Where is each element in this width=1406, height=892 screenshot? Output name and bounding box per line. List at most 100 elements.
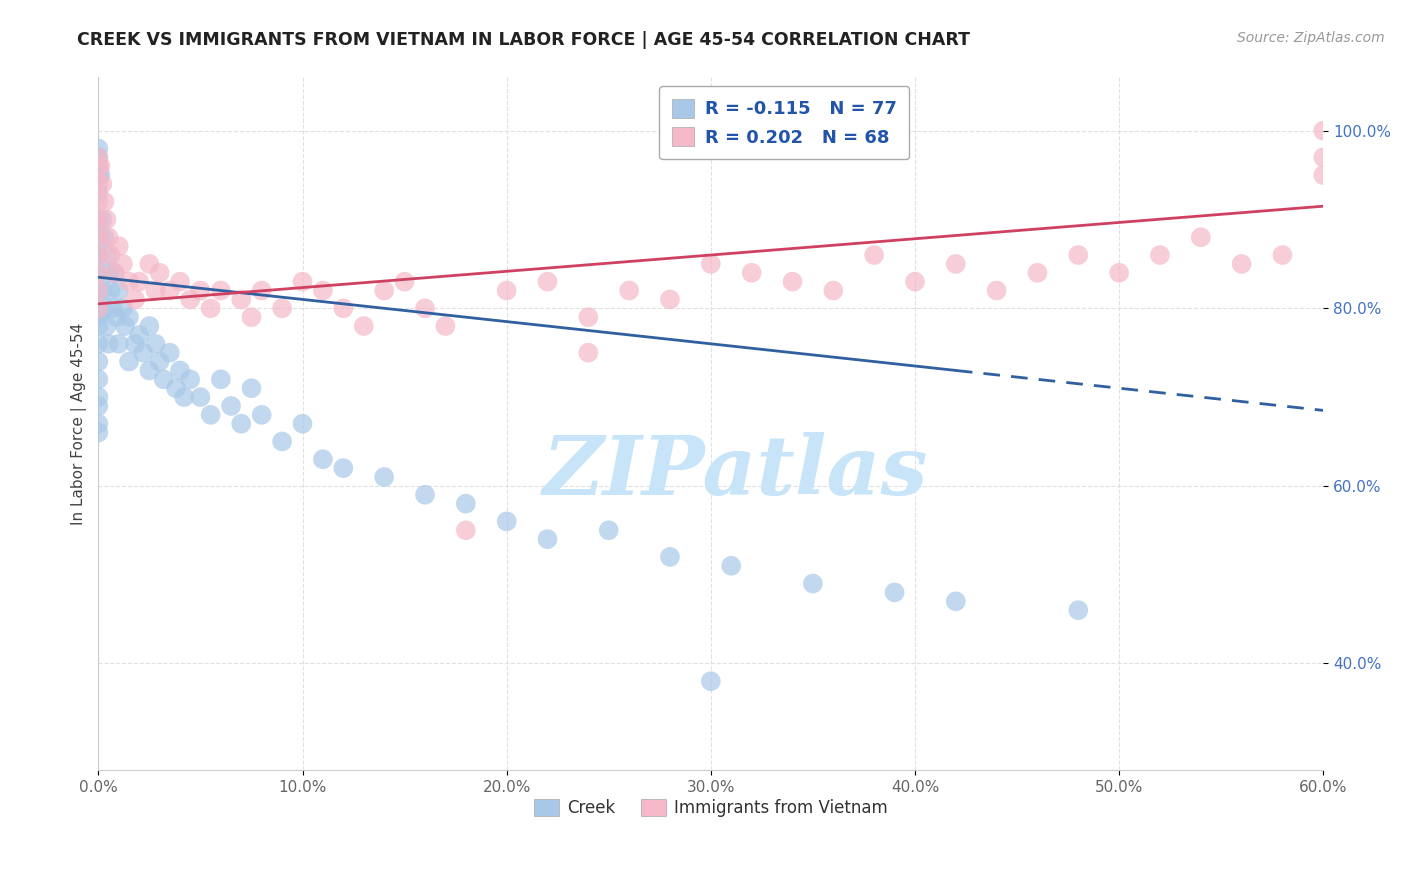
- Point: [495, 284, 517, 298]
- Point: [87, 248, 110, 262]
- Point: [250, 284, 273, 298]
- Point: [89, 159, 111, 173]
- Point: [97, 336, 120, 351]
- Point: [87, 417, 110, 431]
- Point: [312, 452, 335, 467]
- Point: [96, 212, 118, 227]
- Point: [118, 275, 141, 289]
- Point: [107, 284, 129, 298]
- Point: [145, 284, 167, 298]
- Point: [87, 301, 110, 316]
- Point: [231, 417, 253, 431]
- Point: [128, 327, 150, 342]
- Point: [149, 266, 172, 280]
- Point: [1067, 603, 1090, 617]
- Point: [576, 310, 599, 325]
- Point: [986, 284, 1008, 298]
- Point: [200, 301, 222, 316]
- Point: [741, 266, 763, 280]
- Point: [87, 150, 110, 164]
- Point: [107, 336, 129, 351]
- Point: [200, 408, 222, 422]
- Point: [87, 266, 110, 280]
- Point: [209, 372, 232, 386]
- Point: [373, 470, 395, 484]
- Point: [231, 293, 253, 307]
- Point: [169, 363, 191, 377]
- Point: [93, 230, 115, 244]
- Text: Source: ZipAtlas.com: Source: ZipAtlas.com: [1237, 31, 1385, 45]
- Point: [219, 399, 242, 413]
- Point: [373, 284, 395, 298]
- Point: [353, 319, 375, 334]
- Point: [87, 168, 110, 182]
- Point: [93, 301, 115, 316]
- Point: [454, 523, 477, 537]
- Point: [87, 390, 110, 404]
- Point: [87, 177, 110, 191]
- Point: [413, 488, 436, 502]
- Point: [91, 212, 114, 227]
- Point: [105, 310, 128, 325]
- Point: [97, 230, 120, 244]
- Point: [394, 275, 416, 289]
- Point: [1230, 257, 1253, 271]
- Point: [128, 275, 150, 289]
- Point: [87, 230, 110, 244]
- Point: [240, 310, 263, 325]
- Point: [93, 194, 115, 209]
- Point: [291, 275, 314, 289]
- Point: [97, 266, 120, 280]
- Point: [700, 674, 723, 689]
- Point: [536, 532, 558, 546]
- Point: [87, 212, 110, 227]
- Point: [89, 230, 111, 244]
- Point: [87, 399, 110, 413]
- Point: [138, 257, 160, 271]
- Point: [96, 248, 118, 262]
- Point: [165, 381, 187, 395]
- Point: [413, 301, 436, 316]
- Point: [87, 319, 110, 334]
- Point: [107, 239, 129, 253]
- Point: [782, 275, 804, 289]
- Point: [124, 293, 146, 307]
- Point: [617, 284, 640, 298]
- Point: [100, 248, 122, 262]
- Point: [576, 345, 599, 359]
- Point: [104, 266, 127, 280]
- Point: [159, 345, 181, 359]
- Point: [87, 301, 110, 316]
- Point: [149, 354, 172, 368]
- Point: [87, 150, 110, 164]
- Point: [1149, 248, 1171, 262]
- Point: [87, 230, 110, 244]
- Point: [169, 275, 191, 289]
- Point: [720, 558, 742, 573]
- Point: [434, 319, 457, 334]
- Point: [945, 257, 967, 271]
- Point: [883, 585, 905, 599]
- Point: [87, 194, 110, 209]
- Point: [159, 284, 181, 298]
- Point: [190, 284, 212, 298]
- Point: [536, 275, 558, 289]
- Point: [96, 319, 118, 334]
- Point: [138, 363, 160, 377]
- Point: [332, 301, 354, 316]
- Point: [823, 284, 845, 298]
- Point: [250, 408, 273, 422]
- Point: [87, 186, 110, 200]
- Point: [332, 461, 354, 475]
- Point: [659, 293, 682, 307]
- Point: [190, 390, 212, 404]
- Point: [863, 248, 886, 262]
- Point: [659, 549, 682, 564]
- Point: [87, 284, 110, 298]
- Point: [87, 310, 110, 325]
- Point: [1271, 248, 1294, 262]
- Point: [1312, 124, 1334, 138]
- Point: [495, 515, 517, 529]
- Point: [87, 141, 110, 155]
- Point: [91, 284, 114, 298]
